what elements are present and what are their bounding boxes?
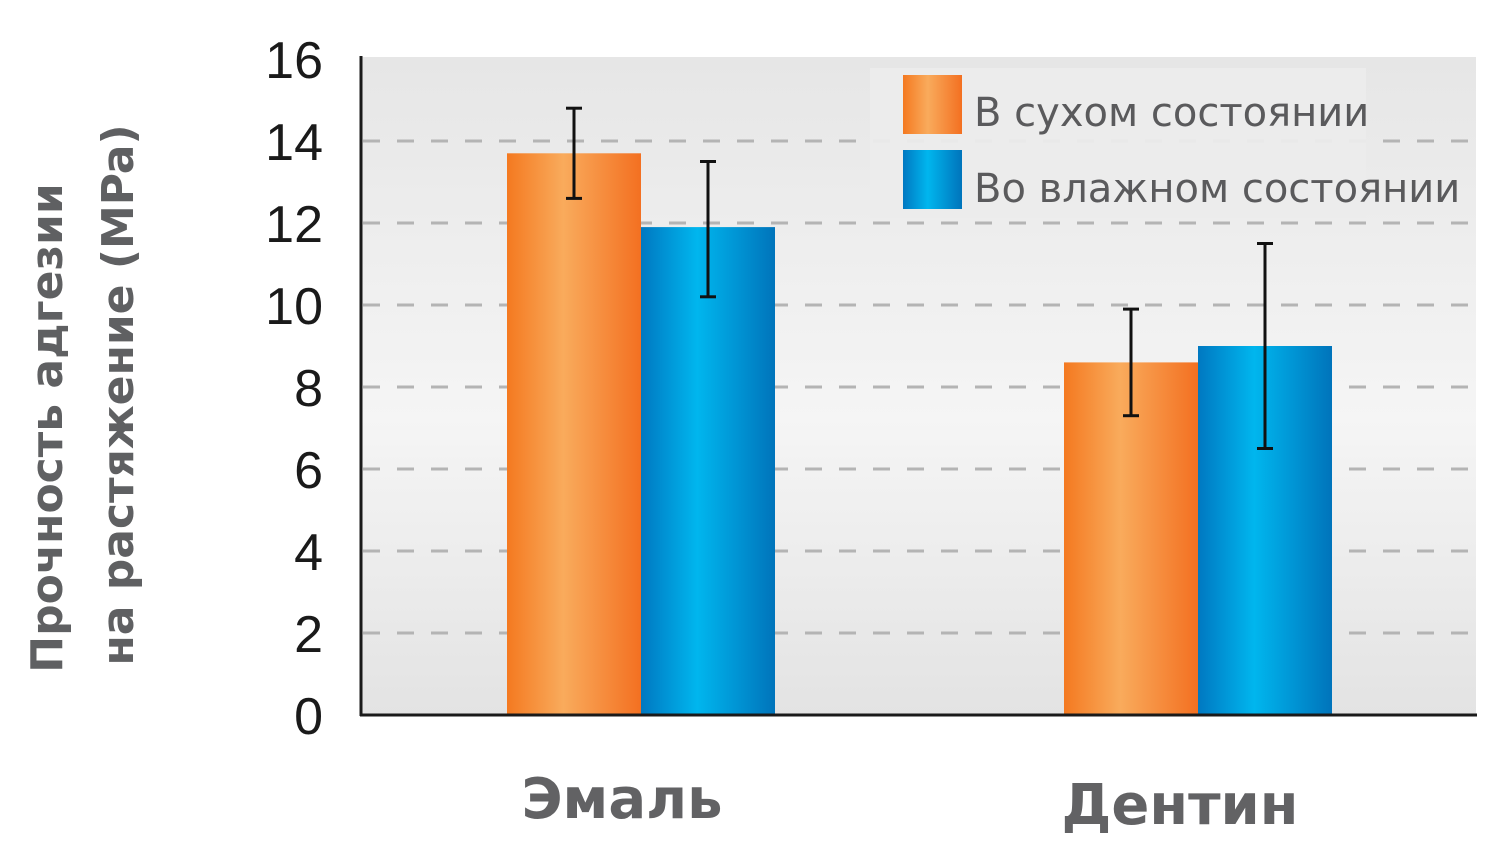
y-tick-label: 4: [294, 524, 323, 582]
legend-swatch-dry: [903, 75, 962, 134]
y-axis-title-line-2: на растяжение (MPa): [93, 124, 144, 665]
legend-swatch-wet: [903, 150, 962, 209]
legend-label-wet: Во влажном состоянии: [974, 166, 1460, 212]
y-tick-label: 10: [265, 278, 323, 336]
y-axis-title: Прочность адгезии на растяжение (MPa): [22, 124, 144, 672]
bar-wet: [641, 227, 775, 715]
y-tick-label: 12: [265, 196, 323, 254]
y-tick-label: 16: [265, 32, 323, 90]
y-tick-label: 0: [294, 688, 323, 746]
legend-label-dry: В сухом состоянии: [974, 90, 1369, 136]
bar-dry: [507, 153, 641, 716]
y-tick-label: 8: [294, 360, 323, 418]
y-tick-label: 2: [294, 606, 323, 664]
category-label-enamel: Эмаль: [521, 767, 722, 832]
y-axis-title-line-1: Прочность адгезии: [22, 183, 73, 672]
error-bar: [700, 160, 716, 299]
error-bar: [1123, 307, 1139, 418]
y-tick-label: 6: [294, 442, 323, 500]
category-label-dentin: Дентин: [1062, 773, 1299, 838]
legend: В сухом состоянии Во влажном состоянии: [903, 75, 1460, 212]
error-bars: [566, 106, 1273, 450]
bar-dry: [1064, 362, 1198, 715]
y-tick-labels: 0 2 4 6 8 10 12 14 16: [265, 32, 323, 746]
y-tick-label: 14: [265, 114, 323, 172]
error-bar: [566, 106, 582, 200]
error-bar: [1257, 242, 1273, 450]
